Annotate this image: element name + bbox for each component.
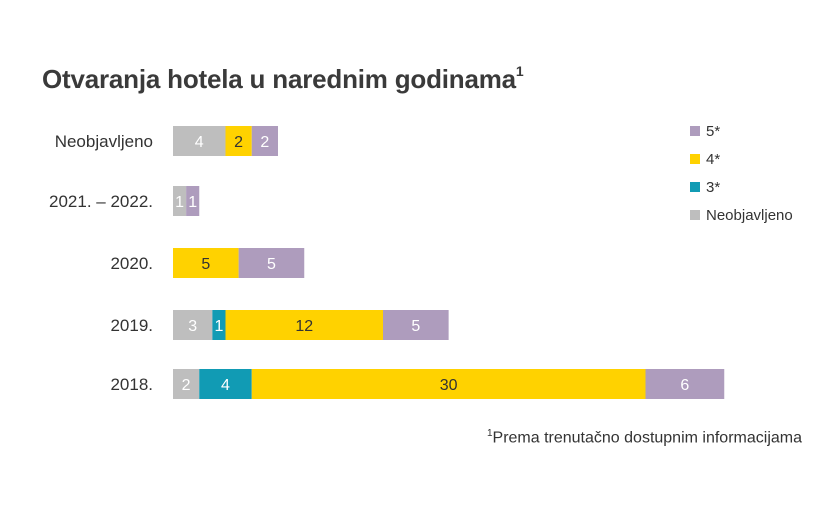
bar-segment <box>251 369 646 399</box>
legend-label: 4* <box>706 151 720 168</box>
data-label: 2 <box>234 134 243 151</box>
bar-segment <box>173 369 200 399</box>
bar-segment <box>173 126 226 156</box>
bar-segment <box>173 310 213 340</box>
bar-segment <box>238 248 305 278</box>
data-label: 1 <box>188 194 197 211</box>
data-label: 6 <box>680 377 689 394</box>
data-label: 4 <box>221 377 230 394</box>
legend-swatch <box>690 210 700 220</box>
bar-segment <box>212 310 226 340</box>
data-label: 5 <box>201 256 210 273</box>
data-label: 4 <box>195 134 204 151</box>
category-label: 2019. <box>110 316 153 335</box>
data-label: 2 <box>182 377 191 394</box>
bar-segment <box>383 310 449 340</box>
bar-segment <box>186 186 200 216</box>
legend-swatch <box>690 154 700 164</box>
bar-segment <box>173 248 239 278</box>
bar-segment <box>225 310 383 340</box>
bar-segment <box>199 369 252 399</box>
data-label: 5 <box>411 318 420 335</box>
category-label: 2021. – 2022. <box>49 192 153 211</box>
data-label: 12 <box>295 318 313 335</box>
legend-swatch <box>690 182 700 192</box>
data-label: 30 <box>440 377 458 394</box>
legend-swatch <box>690 126 700 136</box>
category-label: Neobjavljeno <box>55 132 153 151</box>
legend-label: 5* <box>706 123 720 140</box>
bar-segment <box>645 369 725 399</box>
chart-title-footnote-marker: 1 <box>515 63 524 80</box>
bar-segment <box>173 186 187 216</box>
bar-segment <box>251 126 278 156</box>
category-label: 2018. <box>110 375 153 394</box>
footnote-marker: 1 <box>486 428 493 439</box>
data-label: 3 <box>188 318 197 335</box>
data-label: 1 <box>214 318 223 335</box>
bar-segment <box>225 126 252 156</box>
legend-label: 3* <box>706 179 720 196</box>
data-label: 1 <box>175 194 184 211</box>
chart-title-text: Otvaranja hotela u narednim godinama <box>42 64 516 94</box>
chart-title: Otvaranja hotela u narednim godinama1 <box>42 63 524 95</box>
chart-footnote: 1Prema trenutačno dostupnim informacijam… <box>487 428 802 447</box>
data-label: 5 <box>267 256 276 273</box>
category-label: 2020. <box>110 254 153 273</box>
footnote-text: Prema trenutačno dostupnim informacijama <box>492 429 802 447</box>
data-label: 2 <box>260 134 269 151</box>
legend-label: Neobjavljeno <box>706 207 793 224</box>
